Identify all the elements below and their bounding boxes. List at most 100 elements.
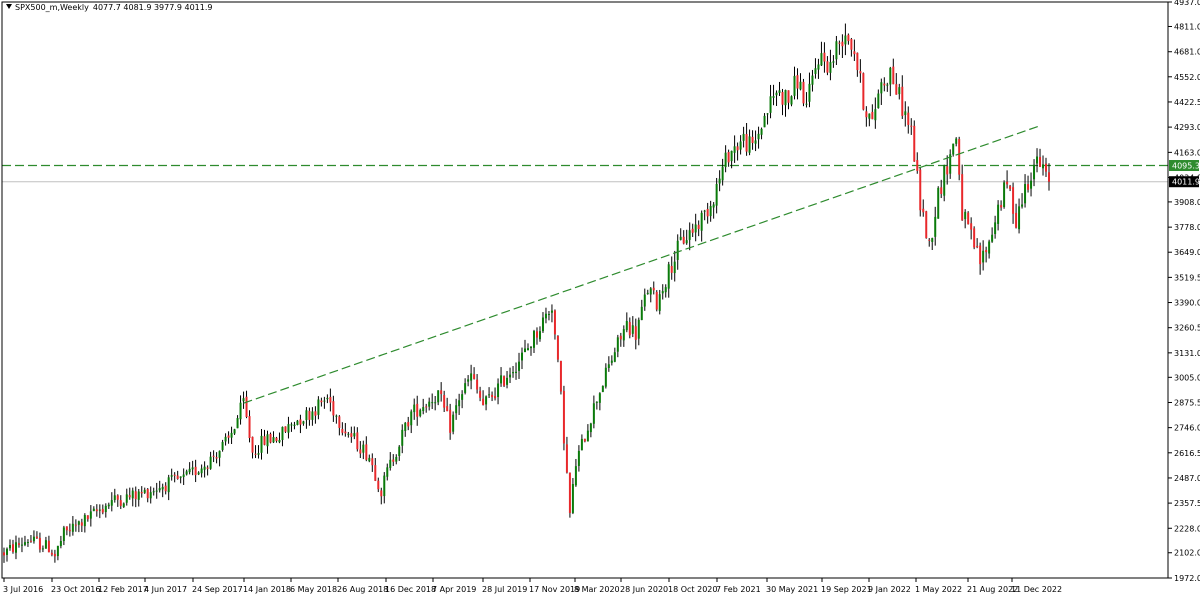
candle xyxy=(305,407,308,429)
candle xyxy=(500,367,503,387)
candle xyxy=(610,355,613,366)
candle xyxy=(191,460,194,476)
candle xyxy=(1045,157,1048,177)
candle xyxy=(161,483,164,498)
candle xyxy=(425,403,428,413)
candle xyxy=(128,487,131,500)
candle xyxy=(679,228,682,241)
ohlc-readout: 4077.7 4081.9 3977.9 4011.9 xyxy=(92,3,213,12)
candle xyxy=(134,486,137,508)
candle xyxy=(431,393,434,410)
x-tick-label: 9 Jan 2022 xyxy=(868,585,911,594)
candle xyxy=(332,395,335,422)
candle xyxy=(77,520,80,533)
candle xyxy=(538,326,541,342)
candle xyxy=(847,33,850,45)
candle xyxy=(158,480,161,493)
price-level-layer xyxy=(2,164,1168,183)
candle xyxy=(784,89,787,117)
candle xyxy=(488,387,491,399)
candle xyxy=(817,58,820,79)
candle xyxy=(383,472,386,504)
candle xyxy=(634,318,637,350)
y-tick-label: 4293.0 xyxy=(1174,123,1200,132)
candle xyxy=(14,535,17,560)
y-tick-label: 4422.5 xyxy=(1174,98,1200,107)
candle xyxy=(967,211,970,225)
y-tick-label: 2228.0 xyxy=(1174,524,1200,533)
candle xyxy=(913,120,916,162)
candle xyxy=(440,382,443,402)
candle xyxy=(194,459,197,483)
candle xyxy=(718,170,721,192)
candle xyxy=(482,390,485,406)
candle xyxy=(80,518,83,532)
candle xyxy=(32,530,35,544)
candle xyxy=(260,429,263,460)
candle xyxy=(1012,182,1015,224)
candle xyxy=(964,209,967,229)
candle xyxy=(173,472,176,483)
x-tick-label: 12 Feb 2017 xyxy=(98,585,148,594)
candle xyxy=(233,428,236,435)
candle xyxy=(772,84,775,106)
candle xyxy=(646,289,649,295)
candle xyxy=(946,155,949,185)
candle xyxy=(392,454,395,467)
candle xyxy=(853,39,856,61)
candle xyxy=(916,152,919,174)
candle xyxy=(404,421,407,437)
candle xyxy=(197,471,200,476)
candle xyxy=(562,385,565,451)
candle xyxy=(338,415,341,436)
candle xyxy=(889,66,892,97)
candle xyxy=(164,482,167,495)
x-tick-label: 17 Nov 2019 xyxy=(529,585,580,594)
candle xyxy=(1009,184,1012,192)
candle xyxy=(227,431,230,444)
x-tick-label: 23 Oct 2016 xyxy=(51,585,100,594)
y-tick-label: 4163.0 xyxy=(1174,148,1200,157)
y-tick-label: 4681.0 xyxy=(1174,48,1200,57)
candle xyxy=(799,73,802,91)
candle xyxy=(787,90,790,110)
candle xyxy=(1006,170,1009,189)
candle xyxy=(230,426,233,445)
candle xyxy=(521,347,524,370)
candle xyxy=(368,454,371,463)
candle xyxy=(524,339,527,353)
candle xyxy=(541,312,544,333)
candle xyxy=(527,343,529,351)
candle xyxy=(715,177,718,214)
candle xyxy=(571,478,574,515)
y-tick-label: 3131.0 xyxy=(1174,349,1200,358)
candle xyxy=(607,356,610,372)
candle xyxy=(1039,148,1042,168)
candle xyxy=(269,432,272,444)
candle xyxy=(464,378,467,395)
candle xyxy=(17,537,20,548)
y-tick-label: 2875.5 xyxy=(1174,398,1200,407)
candle xyxy=(473,367,476,380)
candle xyxy=(838,40,841,55)
candle xyxy=(389,452,392,471)
candle xyxy=(580,434,583,451)
candle xyxy=(559,360,562,395)
candle xyxy=(185,469,188,476)
candle xyxy=(386,463,389,481)
trendline[interactable] xyxy=(243,125,1041,404)
collapse-triangle-icon[interactable] xyxy=(6,4,12,9)
candle xyxy=(251,436,254,459)
candle xyxy=(577,445,580,472)
price-badge-level: 4095.3 xyxy=(1169,160,1200,172)
candle xyxy=(637,317,640,346)
candle xyxy=(344,423,347,437)
candle xyxy=(170,468,173,481)
candle xyxy=(616,334,619,358)
candle xyxy=(883,77,886,92)
candle xyxy=(790,95,793,107)
y-tick-label: 4937.0 xyxy=(1174,0,1200,7)
candle xyxy=(601,385,604,393)
candle xyxy=(1018,198,1021,234)
